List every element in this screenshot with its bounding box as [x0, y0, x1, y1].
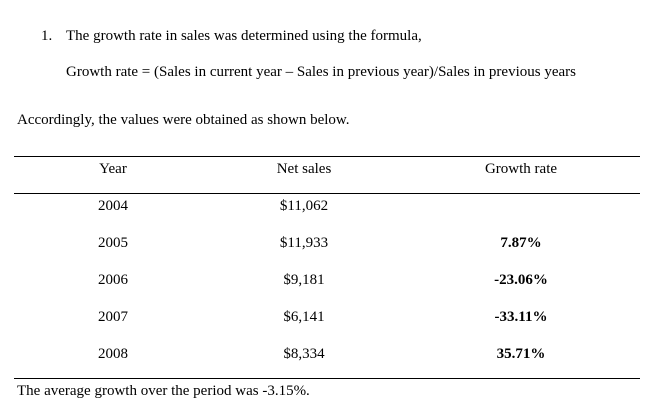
list-item-text: The growth rate in sales was determined … [66, 28, 422, 44]
formula-text: Growth rate = (Sales in current year – S… [66, 64, 576, 80]
table-cell-growth-rate: 35.71% [496, 346, 546, 362]
table-cell-net-sales: $11,933 [279, 235, 329, 251]
table-cell-net-sales: $11,062 [279, 198, 329, 214]
table-bottom-rule [14, 378, 640, 379]
table-cell-growth-rate: 7.87% [500, 235, 542, 251]
table-cell-year: 2007 [98, 309, 128, 325]
table-cell-growth-rate: -33.11% [494, 309, 548, 325]
table-cell-net-sales: $9,181 [283, 272, 325, 288]
header-year: Year [99, 161, 127, 177]
table-cell-net-sales: $8,334 [283, 346, 325, 362]
table-cell-net-sales: $6,141 [283, 309, 325, 325]
table-cell-year: 2004 [98, 198, 128, 214]
intro-paragraph: Accordingly, the values were obtained as… [17, 112, 350, 128]
table-cell-year: 2005 [98, 235, 128, 251]
table-cell-year: 2008 [98, 346, 128, 362]
table-cell-year: 2006 [98, 272, 128, 288]
table-header-rule [14, 193, 640, 194]
header-net-sales: Net sales [276, 161, 332, 177]
conclusion-paragraph: The average growth over the period was -… [17, 383, 310, 399]
table-top-rule [14, 156, 640, 157]
list-number: 1. [41, 28, 53, 44]
header-growth-rate: Growth rate [484, 161, 558, 177]
table-cell-growth-rate: -23.06% [494, 272, 548, 288]
